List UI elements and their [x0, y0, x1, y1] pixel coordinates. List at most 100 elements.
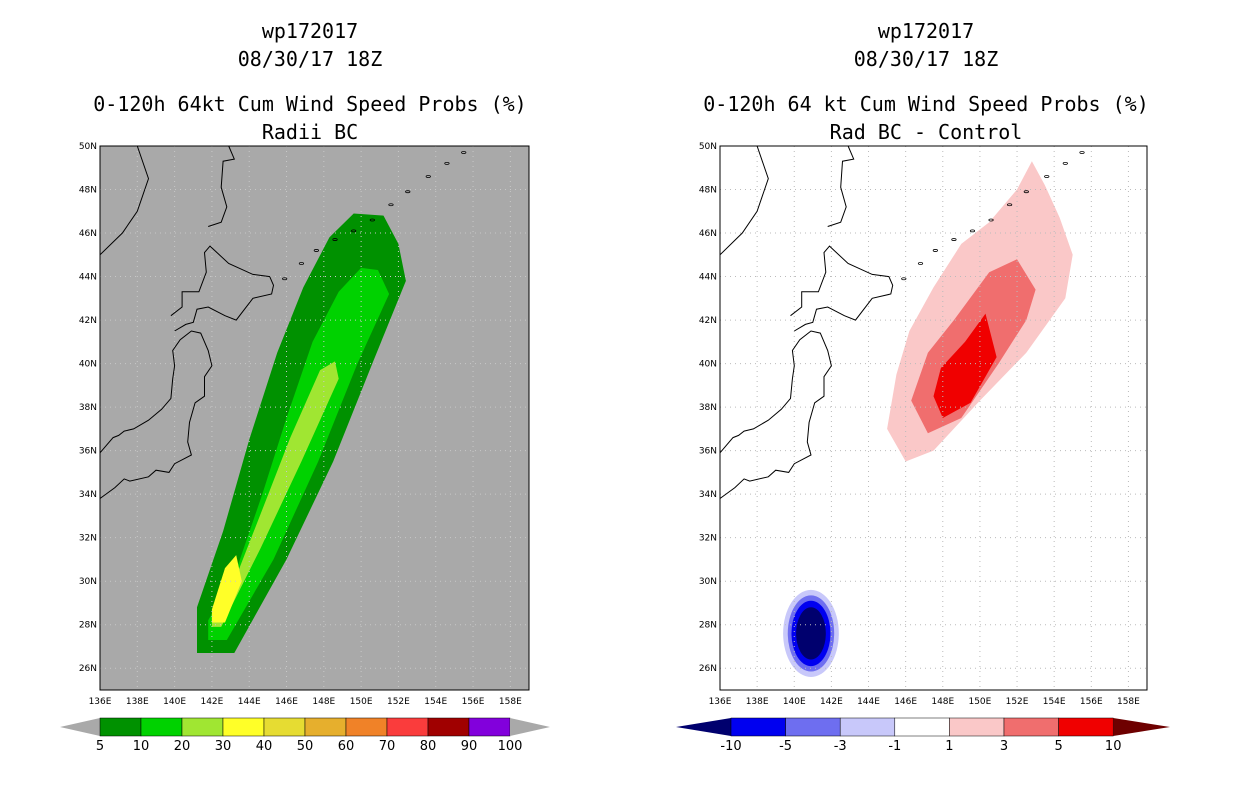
colorbar-left-label: 5	[96, 739, 104, 754]
map-panel-right: 136E 138E 140E 142E 144E 146E 148E 150E 152E 154E…	[699, 142, 1148, 707]
kuril-island-0	[282, 277, 288, 281]
y-tick-label: 30N	[79, 577, 97, 587]
kuril-island-3	[951, 238, 957, 241]
y-tick-label: 28N	[79, 621, 97, 631]
left-title: 0-120h 64kt Cum Wind Speed Probs (%)	[93, 92, 527, 116]
colorbar-left-under-arrow	[60, 718, 100, 736]
x-tick-label: 138E	[746, 697, 769, 707]
map-panel-left: 136E 138E 140E 142E 144E 146E 148E 150E 152E 154E…	[79, 142, 530, 707]
colorbar-left-label: 30	[215, 739, 232, 754]
y-tick-label: 28N	[699, 621, 717, 631]
positive-anomaly-3	[933, 313, 997, 418]
y-tick-label: 26N	[699, 664, 717, 674]
colorbar-right-bin-6	[1003, 717, 1059, 737]
colorbar-right-label: -1	[888, 739, 901, 754]
kuril-island-10	[1079, 151, 1085, 154]
y-tick-label: 40N	[79, 360, 97, 370]
coastline-sakhalin	[208, 145, 236, 227]
kuril-island-8	[425, 175, 431, 178]
x-tick-label: 154E	[424, 697, 447, 707]
right-title: 0-120h 64 kt Cum Wind Speed Probs (%)	[703, 92, 1149, 116]
x-tick-label: 150E	[968, 697, 991, 707]
y-tick-label: 46N	[79, 229, 97, 239]
y-tick-label: 32N	[79, 534, 97, 544]
colorbar-left-label: 20	[174, 739, 191, 754]
kuril-island-10	[461, 151, 467, 154]
x-tick-label: 136E	[709, 697, 732, 707]
colorbar-left-bin-8	[427, 717, 470, 737]
kuril-island-1	[917, 262, 924, 265]
y-tick-label: 48N	[79, 186, 97, 196]
coastline-mainland	[719, 145, 769, 256]
x-tick-label: 140E	[163, 697, 186, 707]
x-tick-label: 140E	[783, 697, 806, 707]
y-tick-label: 44N	[699, 273, 717, 283]
colorbar-left-label: 70	[379, 739, 396, 754]
kuril-island-4	[351, 229, 357, 233]
colorbar-left-label: 80	[420, 739, 437, 754]
x-tick-label: 146E	[275, 697, 298, 707]
colorbar-left-bin-1	[140, 717, 183, 737]
y-tick-label: 38N	[699, 403, 717, 413]
colorbar-right-over-arrow	[1113, 718, 1170, 736]
y-tick-label: 42N	[79, 316, 97, 326]
colorbar-right-under-arrow	[676, 718, 731, 736]
x-tick-label: 144E	[857, 697, 880, 707]
x-tick-label: 152E	[1006, 697, 1029, 707]
y-tick-label: 50N	[79, 142, 97, 152]
coastline-honshu	[719, 330, 832, 499]
y-tick-label: 34N	[699, 490, 717, 500]
x-tick-label: 146E	[894, 697, 917, 707]
colorbar-left-bin-4	[263, 717, 306, 737]
colorbar-left-bin-7	[386, 717, 429, 737]
left-datetime: 08/30/17 18Z	[237, 47, 383, 71]
coastline-hokkaido	[170, 245, 275, 332]
y-tick-label: 44N	[79, 273, 97, 283]
x-tick-label: 142E	[200, 697, 223, 707]
kuril-island-7	[405, 190, 411, 194]
colorbar-left-label: 60	[338, 739, 355, 754]
colorbar-left-bin-6	[345, 717, 388, 737]
y-tick-label: 48N	[699, 186, 717, 196]
x-tick-label: 138E	[126, 697, 149, 707]
y-tick-label: 40N	[699, 360, 717, 370]
colorbar-right-label: 1	[945, 739, 953, 754]
y-tick-label: 50N	[699, 142, 717, 152]
kuril-island-5	[369, 218, 375, 222]
kuril-island-5	[988, 218, 994, 222]
right-datetime: 08/30/17 18Z	[853, 47, 999, 71]
colorbar-left-bin-5	[304, 717, 347, 737]
x-tick-label: 156E	[1080, 697, 1103, 707]
colorbar-left-bin-9	[468, 717, 511, 737]
x-tick-label: 148E	[931, 697, 954, 707]
x-tick-label: 150E	[350, 697, 373, 707]
y-tick-label: 36N	[699, 447, 717, 457]
y-tick-label: 30N	[699, 577, 717, 587]
left-storm-id: wp172017	[261, 19, 359, 43]
y-tick-label: 36N	[79, 447, 97, 457]
right-subtitle: Rad BC - Control	[829, 120, 1023, 144]
colorbar-right-label: -3	[834, 739, 847, 754]
colorbar-left-label: 100	[498, 739, 523, 754]
x-tick-label: 152E	[387, 697, 410, 707]
kuril-island-9	[444, 162, 450, 165]
x-tick-label: 142E	[820, 697, 843, 707]
colorbar-right-label: 10	[1105, 739, 1122, 754]
coastline-mainland	[99, 145, 150, 256]
x-tick-label: 156E	[462, 697, 485, 707]
colorbar-left-label: 50	[297, 739, 314, 754]
colorbar-right-bin-7	[1058, 717, 1114, 737]
colorbar-right-bin-2	[785, 717, 841, 737]
y-tick-label: 34N	[79, 490, 97, 500]
kuril-island-8	[1044, 175, 1050, 178]
colorbar-left-bin-3	[222, 717, 265, 737]
colorbar-left-over-arrow	[510, 718, 550, 736]
y-tick-label: 32N	[699, 534, 717, 544]
colorbar-left-label: 90	[461, 739, 478, 754]
colorbar-right-bin-3	[839, 717, 896, 737]
x-tick-label: 154E	[1043, 697, 1066, 707]
x-tick-label: 158E	[499, 697, 522, 707]
colorbar-left-bin-2	[181, 717, 224, 737]
kuril-island-3	[332, 238, 338, 241]
